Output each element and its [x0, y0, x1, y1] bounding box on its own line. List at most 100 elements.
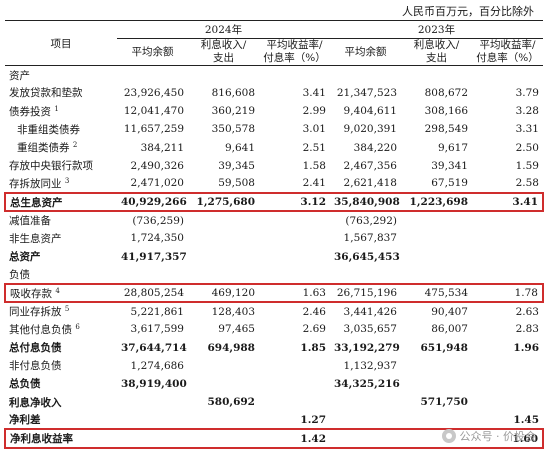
table-cell: 3.12	[259, 191, 330, 213]
row-label: 债券投资 1	[9, 104, 59, 118]
table-row: 非付息负债 1,274,686 1,132,937	[5, 357, 543, 375]
table-cell	[330, 411, 401, 429]
table-cell: 11,657,259	[123, 123, 184, 136]
row-label: 净利息收益率	[4, 428, 117, 449]
table-cell	[401, 229, 472, 247]
table-cell: 1.60	[472, 428, 544, 449]
table-cell	[472, 266, 543, 284]
table-row: 重组类债券 2 384,211 9,641 2.51 384,220 9,617 2.50	[5, 138, 543, 156]
table-cell: 350,578	[211, 123, 255, 136]
table-cell	[188, 428, 259, 449]
footnote-marker: 1	[54, 104, 59, 113]
table-cell: 2.41	[302, 177, 326, 190]
row-label: 发放贷款和垫款	[9, 87, 83, 100]
table-cell	[330, 393, 401, 411]
row-label: 重组类债券 2	[17, 141, 78, 155]
table-cell: 3.28	[515, 105, 539, 118]
table-cell	[401, 375, 472, 393]
footnote-marker: 4	[55, 286, 60, 295]
footnote-marker: 5	[64, 305, 70, 314]
table-cell: 37,644,714	[121, 341, 187, 354]
table-row: 吸收存款 4 28,805,254 469,120 1.63 26,715,196 475…	[4, 282, 544, 304]
table-cell: 21,347,523	[336, 86, 397, 99]
table-cell: 1,567,837	[343, 232, 397, 245]
table-cell	[259, 393, 330, 411]
row-label: 利息净收入	[9, 396, 62, 409]
table-cell: 475,534	[401, 282, 472, 304]
table-row: 发放贷款和垫款 23,926,450 816,608 3.41 21,347,523 80…	[5, 84, 543, 102]
table-cell: 1.27	[300, 413, 326, 426]
table-cell: 469,120	[188, 282, 259, 304]
table-cell	[117, 393, 188, 411]
table-cell: 28,805,254	[117, 282, 188, 304]
row-label: 资产	[9, 69, 30, 82]
table-cell: 39,341	[431, 159, 468, 172]
table-cell: 298,549	[424, 123, 468, 136]
table-cell: 1,724,350	[130, 232, 184, 245]
table-cell	[117, 66, 188, 84]
row-label: 非重组类债券	[17, 123, 80, 136]
table-cell: 5,221,861	[130, 305, 184, 318]
table-cell: 34,325,216	[334, 377, 400, 390]
table-cell	[401, 248, 472, 266]
table-row: 总负债 38,919,400 34,325,216	[5, 375, 543, 393]
table-cell: 384,211	[140, 141, 184, 154]
table-cell: 1.59	[515, 159, 539, 172]
table-cell	[472, 248, 543, 266]
table-cell: 40,929,266	[117, 191, 188, 213]
table-cell	[188, 229, 259, 247]
table-cell: 3.41	[472, 191, 544, 213]
row-label: 总生息资产	[4, 191, 117, 213]
table-row: 同业存拆放 5 5,221,861 128,403 2.46 3,441,426 90,4…	[5, 302, 543, 320]
table-cell	[117, 266, 188, 284]
row-label: 吸收存款 4	[4, 282, 117, 304]
table-cell: 26,715,196	[330, 282, 401, 304]
footnote-marker: 3	[64, 176, 70, 185]
table-cell	[259, 357, 330, 375]
row-label: 存放中央银行款项	[9, 160, 93, 173]
row-label: 非生息资产	[9, 232, 62, 245]
column-header-yield: 平均收益率/付息率（%）	[472, 38, 543, 67]
table-row: 资产	[5, 66, 543, 84]
table-cell: 1.63	[259, 282, 330, 304]
row-label: 总资产	[9, 251, 41, 264]
table-cell: 694,988	[207, 341, 256, 354]
table-cell: 384,220	[353, 141, 397, 154]
table-cell	[472, 375, 543, 393]
table-cell	[472, 357, 543, 375]
table-cell: 35,840,908	[330, 191, 401, 213]
table-cell: 1.78	[472, 282, 544, 304]
column-header-yield: 平均收益率/付息率（%）	[259, 38, 330, 67]
table-row: 负债	[5, 266, 543, 284]
column-header-avg-balance: 平均余额	[117, 38, 188, 67]
table-row: 非生息资产 1,724,350 1,567,837	[5, 229, 543, 247]
table-cell	[188, 411, 259, 429]
table-cell: 2.51	[302, 141, 326, 154]
column-header-interest: 利息收入/支出	[188, 38, 259, 67]
table-cell: 128,403	[211, 305, 255, 318]
table-cell	[472, 211, 543, 229]
table-cell	[259, 66, 330, 84]
table-cell: 1.96	[513, 341, 539, 354]
table-cell: 59,508	[218, 177, 255, 190]
table-row: 利息净收入 580,692 571,750	[5, 393, 543, 411]
financial-table: 项目 2024年 2023年 平均余额 利息收入/支出 平均收益率/付息率（%）…	[4, 19, 544, 449]
table-cell: 1,223,698	[401, 191, 472, 213]
table-row: 存放中央银行款项 2,490,326 39,345 1.58 2,467,356 39,3…	[5, 157, 543, 175]
table-cell: 36,645,453	[334, 250, 400, 263]
table-cell: 360,219	[211, 105, 255, 118]
watermark: 公众号 · 价投会	[441, 428, 536, 444]
table-cell	[188, 375, 259, 393]
row-label: 总负债	[9, 378, 41, 391]
table-cell	[259, 375, 330, 393]
table-cell: 1,132,937	[343, 359, 397, 372]
table-body: 资产发放贷款和垫款 23,926,450 816,608 3.41 21,347,523…	[4, 66, 544, 449]
table-cell: 2,490,326	[130, 159, 184, 172]
table-row: 净利息收益率 1.42 1.60	[4, 428, 544, 449]
table-cell: 1.58	[302, 159, 326, 172]
table-cell	[401, 211, 472, 229]
table-cell: 2,471,020	[130, 177, 184, 190]
table-row: 净利差 1.27 1.45	[5, 411, 543, 429]
table-cell: 3,035,657	[343, 323, 397, 336]
table-cell: 1.45	[513, 413, 539, 426]
